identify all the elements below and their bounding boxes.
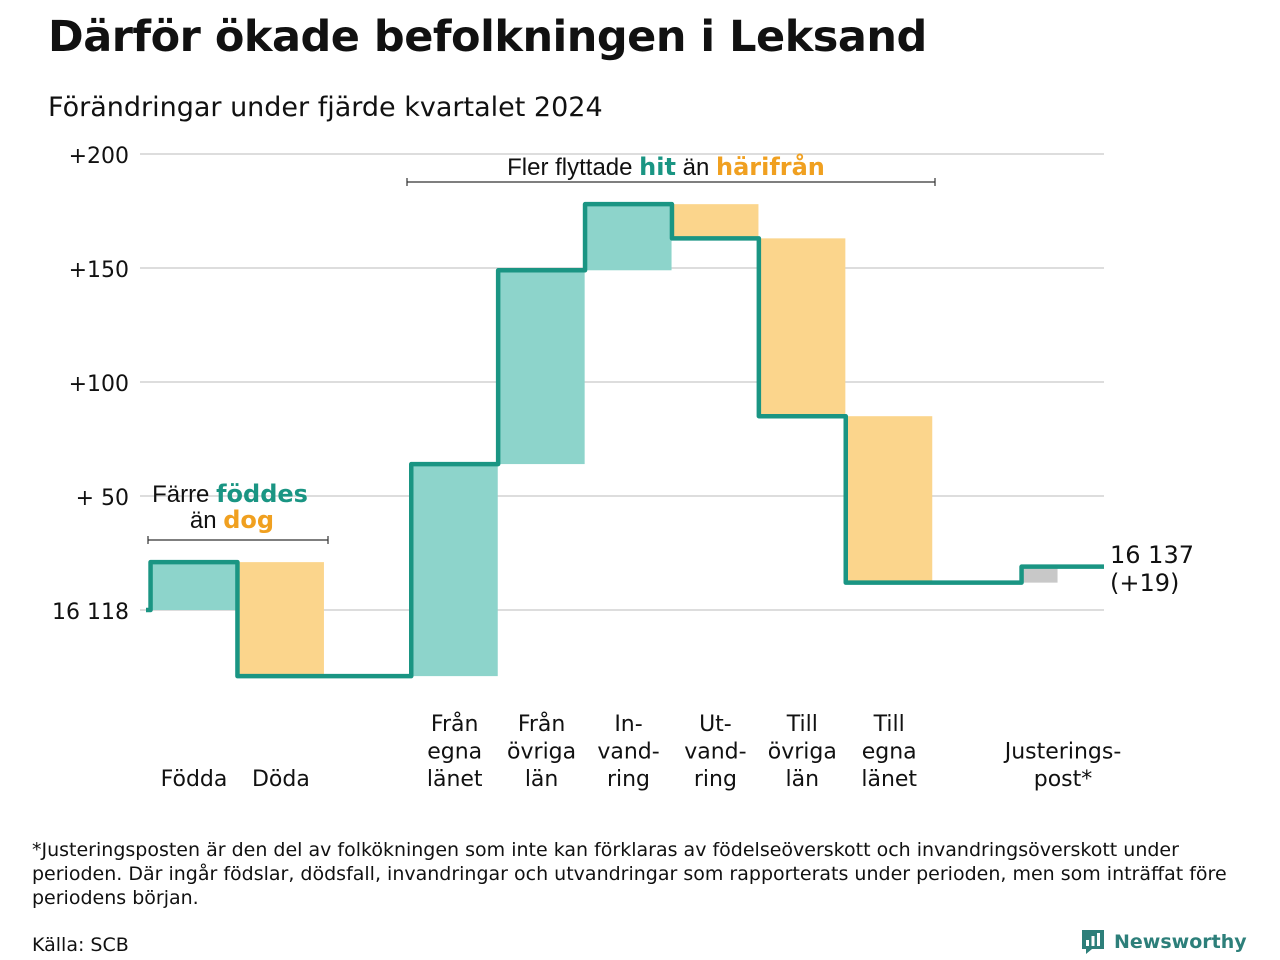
y-tick-label: +150 bbox=[69, 258, 129, 283]
chart-subtitle: Förändringar under fjärde kvartalet 2024 bbox=[48, 92, 603, 123]
category-label: övriga bbox=[507, 740, 576, 765]
chart-title: Därför ökade befolkningen i Leksand bbox=[48, 12, 927, 62]
bar-decrease bbox=[759, 238, 846, 417]
annotation-part: än bbox=[190, 507, 223, 534]
footnote: *Justeringsposten är den del av folkökni… bbox=[32, 839, 1227, 909]
annotation-part: Färre bbox=[152, 481, 216, 508]
bar-increase bbox=[498, 270, 585, 465]
category-label: ring bbox=[607, 767, 650, 792]
category-label: ring bbox=[694, 767, 737, 792]
annotation-part: föddes bbox=[216, 480, 308, 508]
y-tick-label: + 50 bbox=[76, 486, 129, 511]
y-tick-label: +200 bbox=[69, 144, 129, 169]
annotation-part: hit bbox=[639, 153, 676, 181]
category-label: vand- bbox=[597, 740, 659, 765]
category-label: Från bbox=[431, 711, 479, 737]
category-label: övriga bbox=[768, 740, 837, 765]
category-label: vand- bbox=[684, 740, 746, 765]
annotation-part: än bbox=[676, 154, 716, 181]
category-label: Till bbox=[873, 712, 905, 737]
category-label: Från bbox=[518, 711, 566, 737]
category-label: Födda bbox=[161, 767, 228, 792]
category-label: Justerings- bbox=[1003, 740, 1122, 765]
bracket-migration bbox=[406, 178, 936, 186]
brand-logo: Newsworthy bbox=[1080, 928, 1247, 956]
annotation-births-line2: än dog bbox=[190, 506, 274, 534]
newsworthy-logo-icon bbox=[1082, 930, 1104, 954]
category-label: länet bbox=[427, 767, 483, 792]
category-label: län bbox=[525, 767, 559, 792]
category-label: egna bbox=[862, 740, 917, 765]
bar-increase bbox=[585, 204, 672, 271]
category-label: In- bbox=[614, 712, 642, 737]
baseline-label: 16 118 bbox=[52, 600, 129, 625]
category-label: egna bbox=[427, 740, 482, 765]
category-label: Ut- bbox=[699, 712, 732, 737]
annotation-births-line1: Färre föddes bbox=[152, 480, 308, 508]
annotation-part: dog bbox=[223, 506, 274, 534]
category-label: Till bbox=[786, 712, 818, 737]
source-label: Källa: SCB bbox=[32, 934, 129, 956]
bar-decrease bbox=[846, 416, 933, 583]
category-label: post* bbox=[1034, 767, 1093, 792]
category-label: länet bbox=[861, 767, 917, 792]
end-change-label: (+19) bbox=[1110, 569, 1179, 597]
bar-decrease bbox=[672, 204, 759, 239]
y-tick-label: +100 bbox=[69, 372, 129, 397]
end-value-label: 16 137 bbox=[1110, 541, 1194, 569]
bar-increase bbox=[151, 562, 238, 610]
category-label: län bbox=[786, 767, 820, 792]
category-label: Döda bbox=[252, 767, 310, 792]
annotation-migration: Fler flyttade hit än härifrån bbox=[507, 152, 825, 181]
bar-adjustment bbox=[1021, 566, 1058, 583]
bar-decrease bbox=[237, 562, 324, 677]
annotation-part: Fler flyttade bbox=[507, 154, 639, 181]
annotation-part: härifrån bbox=[716, 152, 825, 181]
brand-name: Newsworthy bbox=[1114, 931, 1247, 953]
bracket-births bbox=[147, 536, 329, 544]
cumulative-step-line bbox=[146, 201, 1104, 679]
bar-increase bbox=[411, 464, 498, 677]
